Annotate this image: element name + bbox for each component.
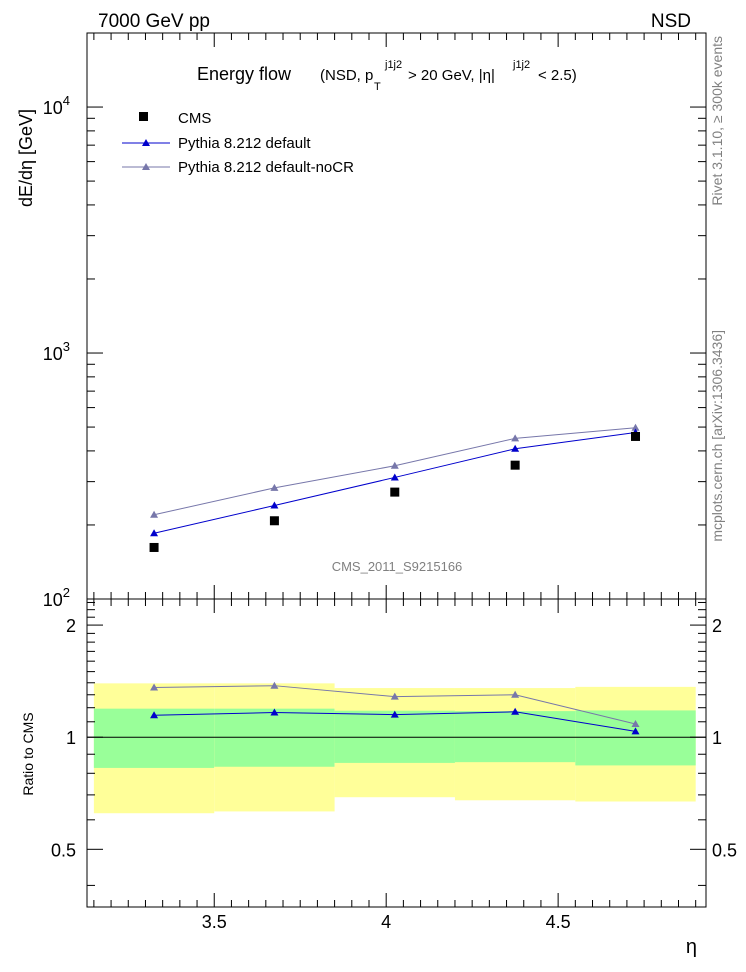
legend-marker-nocr [142, 163, 150, 170]
ratio-y-tick-label-right: 0.5 [712, 840, 737, 860]
series-point-1 [150, 529, 159, 537]
x-axis-label: η [686, 936, 697, 958]
main-y-tick-label: 102 [43, 585, 70, 610]
title-mid: > 20 GeV, |η| [408, 67, 495, 84]
x-tick-labels: 3.5 4 4.5 [202, 912, 571, 932]
ratio-axis-ticks [87, 599, 706, 907]
series-line-1 [153, 432, 636, 534]
ratio-series [150, 681, 640, 735]
series-point-2 [270, 483, 279, 491]
ratio-y-tick-label-right: 2 [712, 616, 722, 636]
ratio-point-1 [150, 683, 159, 691]
main-y-axis-label: dE/dη [GeV] [16, 109, 36, 207]
data-point-cms [510, 460, 520, 470]
ratio-band-green [575, 710, 696, 766]
ratio-band-green [93, 708, 215, 768]
ratio-y-axis-label: Ratio to CMS [20, 712, 36, 795]
title-open: (NSD, p [320, 67, 373, 84]
main-y-tick-label: 103 [43, 339, 70, 364]
series-line-2 [153, 427, 636, 516]
series-point-1 [270, 501, 279, 509]
rivet-label: Rivet 3.1.10, ≥ 300k events [709, 36, 725, 206]
x-tick-label: 4 [381, 912, 391, 932]
data-point-cms [149, 542, 159, 552]
legend-label-cms: CMS [178, 110, 211, 127]
title-close: < 2.5) [538, 67, 577, 84]
ratio-point-0 [270, 708, 279, 716]
analysis-watermark: CMS_2011_S9215166 [332, 559, 463, 574]
title-main: Energy flow [197, 64, 292, 84]
series-point-2 [150, 510, 159, 518]
title-sup1: j1j2 [384, 59, 402, 71]
main-axis-ticks [87, 32, 706, 600]
main-series [149, 423, 641, 552]
legend-marker-cms [139, 112, 148, 121]
data-point-cms [269, 516, 279, 526]
title-sup2: j1j2 [512, 59, 530, 71]
main-y-tick-labels: 102 103 104 [43, 93, 70, 610]
legend: CMS Pythia 8.212 default Pythia 8.212 de… [122, 110, 354, 176]
legend-label-default: Pythia 8.212 default [178, 135, 311, 152]
ratio-point-0 [390, 710, 399, 718]
header-left: 7000 GeV pp [98, 11, 210, 32]
legend-label-nocr: Pythia 8.212 default-noCR [178, 159, 354, 176]
header-right: NSD [651, 11, 691, 32]
main-y-tick-label: 104 [43, 93, 70, 118]
x-tick-label: 3.5 [202, 912, 227, 932]
ratio-point-0 [511, 707, 520, 715]
series-point-2 [390, 461, 399, 469]
ratio-y-tick-label: 0.5 [51, 840, 76, 860]
ratio-point-1 [270, 681, 279, 689]
ratio-uncertainty-bands [93, 683, 696, 814]
series-point-2 [631, 423, 640, 431]
ratio-point-1 [511, 690, 520, 698]
ratio-y-tick-labels: 0.5 0.5 1 1 2 2 [51, 616, 737, 860]
ratio-point-0 [150, 711, 159, 719]
data-point-cms [390, 487, 400, 497]
ratio-y-tick-label: 1 [66, 728, 76, 748]
ratio-y-tick-label: 2 [66, 616, 76, 636]
ratio-band-green [214, 708, 335, 767]
mcplots-label: mcplots.cern.ch [arXiv:1306.3436] [709, 330, 725, 542]
data-point-cms [631, 431, 641, 441]
ratio-y-tick-label-right: 1 [712, 728, 722, 748]
title-sub1: T [374, 81, 381, 93]
series-point-1 [390, 473, 399, 481]
ratio-point-1 [390, 692, 399, 700]
ratio-point-0 [631, 727, 640, 735]
legend-marker-default [142, 139, 150, 146]
x-tick-label: 4.5 [546, 912, 571, 932]
ratio-point-1 [631, 720, 640, 728]
ratio-panel-frame [86, 598, 707, 908]
series-point-1 [511, 444, 520, 452]
ratio-band-green [454, 711, 576, 763]
main-title: Energy flow (NSD, p j1j2 T > 20 GeV, |η|… [197, 59, 577, 93]
series-point-2 [511, 434, 520, 442]
